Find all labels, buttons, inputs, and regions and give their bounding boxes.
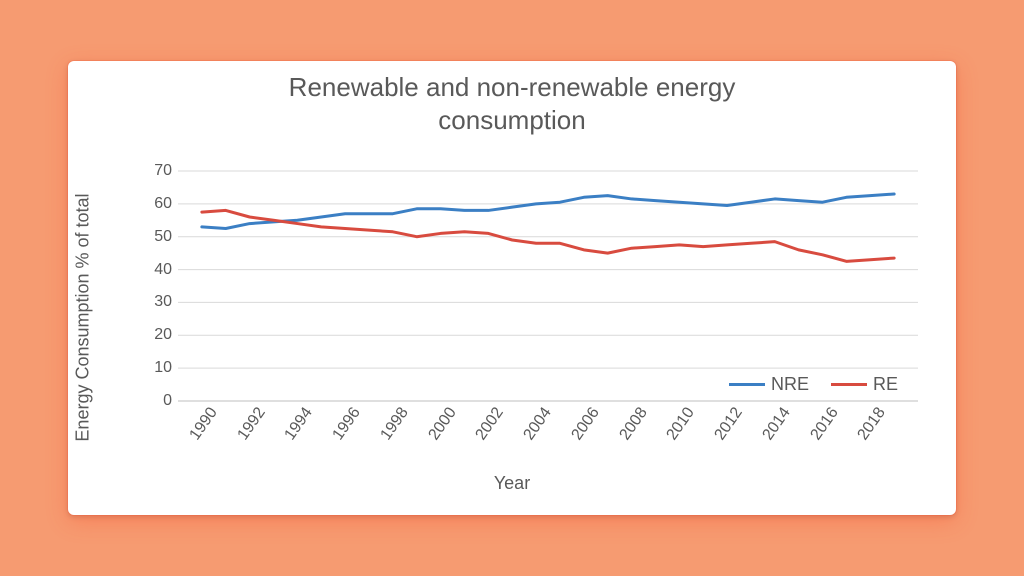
y-tick: 20 bbox=[154, 326, 178, 344]
y-tick: 0 bbox=[163, 392, 178, 410]
page-background: Renewable and non-renewable energyconsum… bbox=[0, 0, 1024, 576]
y-tick: 30 bbox=[154, 293, 178, 311]
x-tick: 2016 bbox=[802, 401, 842, 444]
legend-label: NRE bbox=[771, 374, 809, 395]
y-tick: 50 bbox=[154, 228, 178, 246]
chart-card: Renewable and non-renewable energyconsum… bbox=[68, 61, 956, 515]
legend-item-nre: NRE bbox=[729, 374, 809, 395]
x-tick: 2008 bbox=[611, 401, 651, 444]
chart-title-line-0: Renewable and non-renewable energy bbox=[68, 71, 956, 104]
x-axis-label: Year bbox=[68, 473, 956, 494]
legend-swatch bbox=[831, 383, 867, 386]
legend-item-re: RE bbox=[831, 374, 898, 395]
y-tick: 70 bbox=[154, 162, 178, 180]
y-tick: 40 bbox=[154, 261, 178, 279]
legend-label: RE bbox=[873, 374, 898, 395]
x-tick: 1992 bbox=[229, 401, 269, 444]
plot-area: NRERE 0102030405060701990199219941996199… bbox=[178, 171, 918, 401]
chart-svg bbox=[178, 171, 918, 401]
x-tick: 2006 bbox=[563, 401, 603, 444]
y-tick: 10 bbox=[154, 359, 178, 377]
x-tick: 2012 bbox=[707, 401, 747, 444]
y-axis-label: Energy Consumption % of total bbox=[73, 153, 94, 483]
chart-title-line-1: consumption bbox=[68, 104, 956, 137]
x-tick: 1998 bbox=[372, 401, 412, 444]
x-tick: 1990 bbox=[181, 401, 221, 444]
x-tick: 2004 bbox=[516, 401, 556, 444]
x-tick: 1996 bbox=[325, 401, 365, 444]
chart-title: Renewable and non-renewable energyconsum… bbox=[68, 71, 956, 136]
y-tick: 60 bbox=[154, 195, 178, 213]
legend-swatch bbox=[729, 383, 765, 386]
x-tick: 2018 bbox=[850, 401, 890, 444]
x-tick: 2010 bbox=[659, 401, 699, 444]
legend: NRE RE bbox=[729, 374, 898, 395]
x-tick: 2002 bbox=[468, 401, 508, 444]
x-tick: 2014 bbox=[754, 401, 794, 444]
x-tick: 2000 bbox=[420, 401, 460, 444]
x-tick: 1994 bbox=[277, 401, 317, 444]
